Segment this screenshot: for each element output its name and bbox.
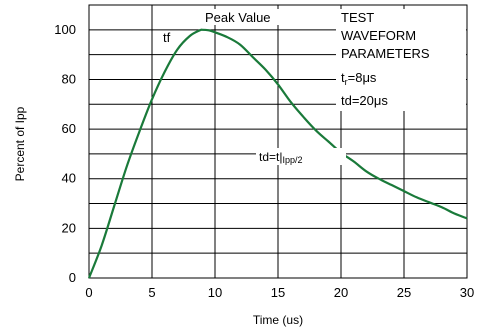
- y-tick-labels: 0 20 40 60 80 100: [54, 22, 76, 285]
- td-def-subscript: Ipp/2: [282, 155, 302, 165]
- y-tick-label: 20: [62, 220, 76, 235]
- y-tick-label: 0: [69, 270, 76, 285]
- tr-value: tr=8μs: [341, 70, 377, 87]
- params-box-bg: [336, 9, 466, 111]
- x-tick-label: 10: [208, 285, 222, 300]
- tr-subscript: r: [345, 77, 348, 87]
- peak-label-bg: [202, 9, 288, 25]
- x-axis-label: Time (us): [253, 313, 303, 327]
- x-tick-label: 25: [397, 285, 411, 300]
- x-tick-label: 20: [334, 285, 348, 300]
- td-value: td=20μs: [341, 93, 388, 108]
- params-title-1: TEST: [341, 10, 374, 25]
- plot-frame: [88, 4, 468, 279]
- tr-main: t: [341, 70, 345, 85]
- x-tick-label: 0: [85, 285, 92, 300]
- x-tick-labels: 0 5 10 15 20 25 30: [85, 285, 474, 300]
- series-line: [87, 28, 468, 279]
- td-def-main: td=t|: [259, 150, 282, 164]
- td-def-bg: [256, 148, 346, 165]
- y-tick-label: 100: [54, 22, 76, 37]
- params-title-3: PARAMETERS: [341, 46, 430, 61]
- x-tick-label: 5: [148, 285, 155, 300]
- y-axis-label: Percent of Ipp: [13, 106, 27, 181]
- params-title-2: WAVEFORM: [341, 28, 416, 43]
- x-tick-label: 15: [271, 285, 285, 300]
- y-tick-label: 80: [62, 71, 76, 86]
- peak-value-label: Peak Value: [205, 10, 271, 25]
- y-tick-label: 60: [62, 121, 76, 136]
- tr-equals: =8μs: [348, 70, 377, 85]
- y-tick-label: 40: [62, 171, 76, 186]
- x-tick-label: 30: [460, 285, 474, 300]
- tf-label: tf: [163, 30, 171, 45]
- td-definition: td=t|Ipp/2: [259, 150, 303, 165]
